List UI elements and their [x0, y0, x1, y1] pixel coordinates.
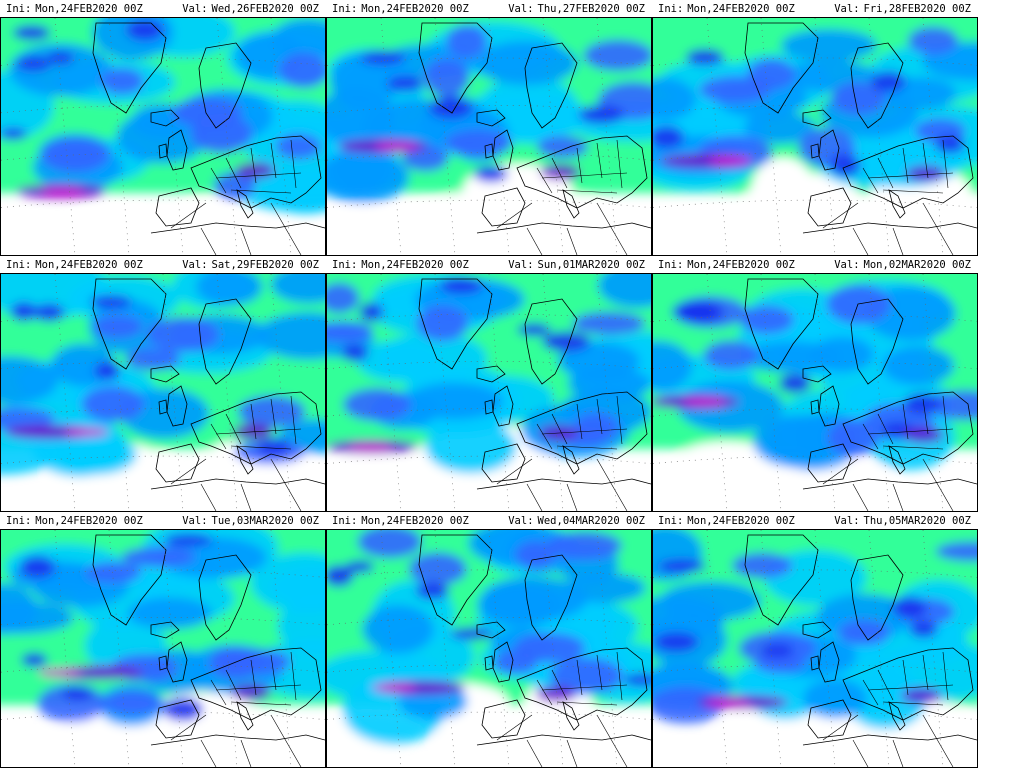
weather-map: [652, 529, 978, 768]
valid-time: Val: Thu,05MAR2020 00Z: [834, 515, 971, 527]
panel-header: Ini: Mon,24FEB2020 00Z Val: Thu,05MAR2020 …: [652, 512, 977, 529]
lat-lon-grid: [653, 530, 977, 767]
panel-header: Ini: Mon,24FEB2020 00Z Val: Tue,03MAR2020 …: [0, 512, 325, 529]
weather-map: [0, 273, 326, 512]
lat-lon-grid: [327, 530, 651, 767]
forecast-panel: Ini: Mon,24FEB2020 00Z Val: Mon,02MAR2020 …: [652, 256, 978, 518]
coastlines: [418, 22, 651, 255]
panel-header: Ini: Mon,24FEB2020 00Z Val: Sat,29FEB2020 …: [0, 256, 325, 273]
coastlines: [744, 22, 977, 255]
forecast-panel: Ini: Mon,24FEB2020 00Z Val: Sat,29FEB2020 …: [0, 256, 326, 518]
coastlines: [92, 534, 325, 767]
weather-map: [652, 17, 978, 256]
lat-lon-grid: [653, 18, 977, 255]
lat-lon-grid: [1, 274, 325, 511]
forecast-panel: Ini: Mon,24FEB2020 00Z Val: Sun,01MAR2020 …: [326, 256, 652, 518]
lat-lon-grid: [1, 530, 325, 767]
valid-time: Val: Sun,01MAR2020 00Z: [508, 259, 645, 271]
weather-map: [326, 273, 652, 512]
precip-field: [327, 274, 651, 511]
map-canvas: [327, 18, 651, 255]
precip-field: [1, 18, 325, 255]
precip-field: [653, 530, 977, 767]
coastlines: [92, 22, 325, 255]
weather-map: [0, 529, 326, 768]
init-time: Ini: Mon,24FEB2020 00Z: [658, 259, 795, 271]
weather-map: [0, 17, 326, 256]
init-time: Ini: Mon,24FEB2020 00Z: [6, 259, 143, 271]
forecast-panel: Ini: Mon,24FEB2020 00Z Val: Fri,28FEB2020 …: [652, 0, 978, 262]
valid-time: Val: Thu,27FEB2020 00Z: [508, 3, 645, 15]
weather-map: [326, 17, 652, 256]
panel-header: Ini: Mon,24FEB2020 00Z Val: Wed,26FEB2020 …: [0, 0, 325, 17]
init-time: Ini: Mon,24FEB2020 00Z: [658, 515, 795, 527]
map-canvas: [1, 18, 325, 255]
lat-lon-grid: [327, 18, 651, 255]
map-canvas: [1, 274, 325, 511]
map-canvas: [1, 530, 325, 767]
init-time: Ini: Mon,24FEB2020 00Z: [332, 259, 469, 271]
panel-header: Ini: Mon,24FEB2020 00Z Val: Fri,28FEB2020 …: [652, 0, 977, 17]
lat-lon-grid: [327, 274, 651, 511]
map-canvas: [327, 274, 651, 511]
lat-lon-grid: [1, 18, 325, 255]
forecast-panel: Ini: Mon,24FEB2020 00Z Val: Tue,03MAR2020 …: [0, 512, 326, 774]
init-time: Ini: Mon,24FEB2020 00Z: [332, 515, 469, 527]
coastlines: [418, 534, 651, 767]
map-canvas: [653, 18, 977, 255]
valid-time: Val: Wed,26FEB2020 00Z: [182, 3, 319, 15]
coastlines: [744, 278, 977, 511]
valid-time: Val: Fri,28FEB2020 00Z: [834, 3, 971, 15]
lat-lon-grid: [653, 274, 977, 511]
forecast-panel: Ini: Mon,24FEB2020 00Z Val: Thu,05MAR2020 …: [652, 512, 978, 774]
forecast-panel: Ini: Mon,24FEB2020 00Z Val: Wed,26FEB2020 …: [0, 0, 326, 262]
forecast-panel: Ini: Mon,24FEB2020 00Z Val: Thu,27FEB2020 …: [326, 0, 652, 262]
panel-header: Ini: Mon,24FEB2020 00Z Val: Sun,01MAR2020 …: [326, 256, 651, 273]
valid-time: Val: Sat,29FEB2020 00Z: [182, 259, 319, 271]
map-canvas: [653, 530, 977, 767]
coastlines: [92, 278, 325, 511]
init-time: Ini: Mon,24FEB2020 00Z: [6, 3, 143, 15]
init-time: Ini: Mon,24FEB2020 00Z: [6, 515, 143, 527]
panel-header: Ini: Mon,24FEB2020 00Z Val: Mon,02MAR2020 …: [652, 256, 977, 273]
panel-header: Ini: Mon,24FEB2020 00Z Val: Wed,04MAR2020 …: [326, 512, 651, 529]
init-time: Ini: Mon,24FEB2020 00Z: [332, 3, 469, 15]
precip-field: [1, 530, 325, 767]
weather-map: [326, 529, 652, 768]
map-canvas: [653, 274, 977, 511]
map-canvas: [327, 530, 651, 767]
coastlines: [744, 534, 977, 767]
valid-time: Val: Tue,03MAR2020 00Z: [182, 515, 319, 527]
coastlines: [418, 278, 651, 511]
precip-field: [653, 274, 977, 511]
panel-header: Ini: Mon,24FEB2020 00Z Val: Thu,27FEB2020 …: [326, 0, 651, 17]
weather-map: [652, 273, 978, 512]
init-time: Ini: Mon,24FEB2020 00Z: [658, 3, 795, 15]
valid-time: Val: Wed,04MAR2020 00Z: [508, 515, 645, 527]
valid-time: Val: Mon,02MAR2020 00Z: [834, 259, 971, 271]
precip-field: [327, 18, 651, 255]
forecast-panel: Ini: Mon,24FEB2020 00Z Val: Wed,04MAR2020 …: [326, 512, 652, 774]
